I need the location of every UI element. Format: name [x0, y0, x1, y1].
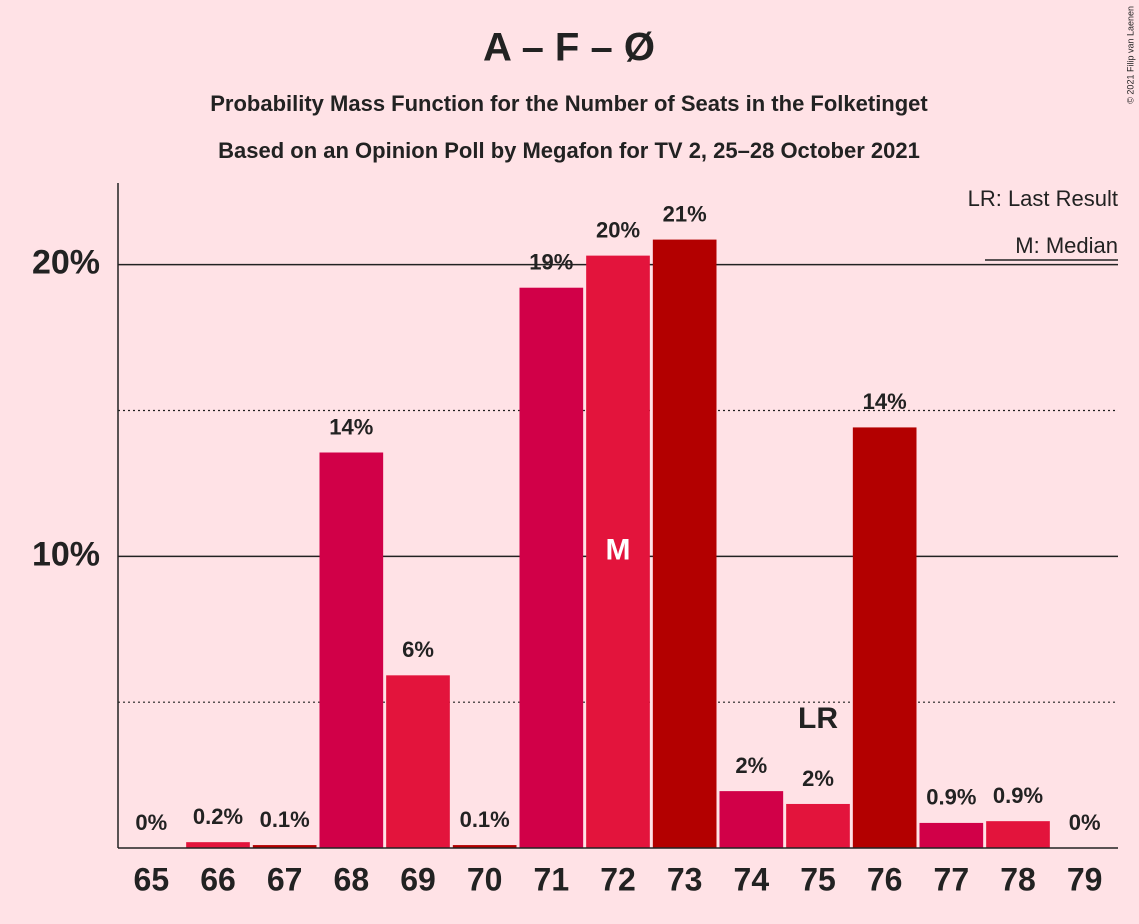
y-tick-label: 20%	[32, 244, 100, 282]
value-label: 0.9%	[993, 783, 1043, 808]
x-tick-label: 71	[534, 861, 570, 897]
x-tick-label: 68	[334, 861, 370, 897]
bar	[252, 845, 317, 848]
x-tick-label: 67	[267, 861, 303, 897]
bar	[852, 427, 917, 848]
value-label: 0.1%	[460, 807, 510, 832]
bar	[386, 675, 450, 848]
y-tick-label: 10%	[32, 535, 100, 573]
value-label: 0.9%	[926, 785, 976, 810]
x-tick-label: 79	[1067, 861, 1103, 897]
x-tick-label: 69	[400, 861, 436, 897]
value-label: 0.2%	[193, 804, 243, 829]
bar	[719, 791, 784, 848]
x-tick-label: 74	[734, 861, 770, 897]
chart-subtitle: Probability Mass Function for the Number…	[210, 91, 928, 116]
value-label: 19%	[529, 250, 573, 275]
value-label: 14%	[863, 389, 907, 414]
bar	[586, 255, 650, 848]
bar	[919, 822, 984, 848]
bar	[986, 821, 1050, 848]
value-label: 0.1%	[260, 807, 310, 832]
x-tick-label: 77	[934, 861, 970, 897]
legend-entry: LR: Last Result	[968, 186, 1118, 211]
chart-title: A – F – Ø	[483, 26, 655, 70]
bar	[786, 803, 850, 848]
bar	[186, 842, 250, 848]
x-tick-label: 78	[1000, 861, 1036, 897]
median-marker: M	[606, 534, 631, 567]
value-label: 21%	[663, 201, 707, 226]
value-label: 2%	[802, 766, 834, 791]
last-result-marker: LR	[798, 702, 838, 735]
value-label: 14%	[329, 414, 373, 439]
value-label: 20%	[596, 217, 640, 242]
x-tick-label: 76	[867, 861, 903, 897]
chart-subtitle: Based on an Opinion Poll by Megafon for …	[218, 138, 920, 163]
value-label: 6%	[402, 637, 434, 662]
x-tick-label: 65	[134, 861, 170, 897]
x-tick-label: 70	[467, 861, 503, 897]
x-tick-label: 66	[200, 861, 236, 897]
copyright: © 2021 Filip van Laenen	[1125, 6, 1135, 104]
value-label: 0%	[1069, 810, 1101, 835]
x-tick-label: 72	[600, 861, 636, 897]
bar	[652, 239, 717, 849]
x-tick-label: 75	[800, 861, 836, 897]
x-tick-label: 73	[667, 861, 703, 897]
bar	[519, 287, 584, 848]
value-label: 2%	[735, 753, 767, 778]
bar	[319, 452, 384, 848]
legend-entry: M: Median	[1015, 233, 1118, 258]
value-label: 0%	[135, 810, 167, 835]
bar	[452, 845, 517, 848]
